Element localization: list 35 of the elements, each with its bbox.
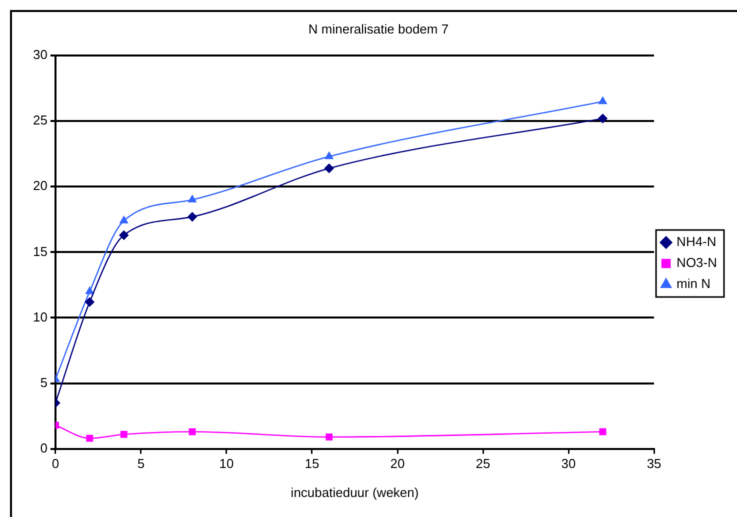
point <box>326 434 333 440</box>
point <box>85 297 94 307</box>
x-axis-title: incubatieduur (weken) <box>290 484 419 500</box>
point <box>119 230 129 240</box>
point <box>188 195 196 202</box>
y-tick-label: 15 <box>32 244 48 259</box>
point <box>598 96 607 104</box>
point <box>86 286 94 294</box>
point <box>188 428 196 436</box>
point <box>598 114 608 124</box>
y-tick-label: 0 <box>40 440 48 456</box>
x-tick-label: 15 <box>304 456 320 472</box>
legend-label: min N <box>676 276 711 292</box>
point <box>324 164 334 173</box>
legend-label: NH4-N <box>676 234 716 250</box>
y-tick-label: 25 <box>32 112 48 128</box>
x-tick-label: 0 <box>52 456 60 472</box>
x-tick-label: 25 <box>476 456 490 472</box>
point <box>120 216 128 224</box>
x-tick-label: 10 <box>219 456 234 472</box>
point <box>599 428 606 436</box>
x-tick-label: 35 <box>646 456 662 472</box>
point <box>188 212 197 222</box>
point <box>120 430 128 438</box>
point <box>86 434 94 442</box>
x-tick-label: 5 <box>137 456 145 472</box>
y-tick-label: 20 <box>32 178 48 194</box>
y-tick-label: 10 <box>32 309 48 324</box>
x-tick-label: 30 <box>561 456 576 472</box>
y-tick-label: 5 <box>40 374 48 390</box>
chart-title: N mineralisatie bodem 7 <box>308 21 449 36</box>
y-tick-label: 30 <box>32 47 48 62</box>
point <box>324 152 334 160</box>
legend-label: NO3-N <box>676 255 718 270</box>
x-tick-label: 20 <box>390 456 405 472</box>
